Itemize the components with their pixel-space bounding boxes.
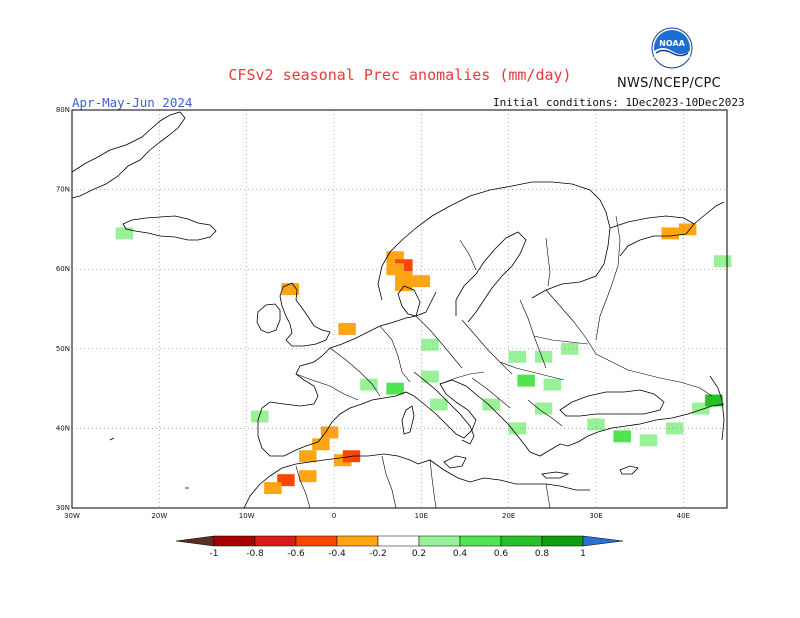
anomaly-cell — [395, 271, 413, 284]
anomaly-cell — [386, 263, 404, 276]
map-frame — [71, 109, 728, 509]
anomaly-cell — [561, 342, 579, 355]
lon-tick-label: 0 — [332, 512, 336, 520]
lon-tick-label: 30W — [64, 512, 80, 520]
colorbar-arrow-left — [175, 535, 215, 547]
anomaly-cell — [508, 422, 527, 435]
colorbar-tick-label: -1 — [210, 549, 219, 559]
anomaly-cells-layer — [115, 223, 732, 495]
lon-tick-label: 10W — [239, 512, 255, 520]
anomaly-cell — [421, 338, 439, 351]
colorbar-segment — [459, 535, 502, 547]
lat-tick-label: 50N — [56, 345, 70, 353]
map-title: CFSv2 seasonal Prec anomalies (mm/day) — [228, 66, 572, 84]
anomaly-cell — [360, 378, 378, 391]
colorbar-tick-label: -0.2 — [369, 549, 387, 559]
lat-tick-label: 40N — [56, 424, 70, 432]
anomaly-cell — [639, 434, 658, 447]
anomaly-cell — [587, 418, 605, 431]
colorbar-segment — [377, 535, 420, 547]
colorbar-tick-label: 0.8 — [535, 549, 550, 559]
initial-conditions-label: Initial conditions: 1Dec2023-10Dec2023 — [493, 96, 745, 109]
anomaly-cell — [665, 422, 684, 435]
graticule — [72, 110, 727, 508]
anomaly-cell — [386, 251, 404, 264]
longitude-labels: 30W 20W 10W 0 10E 20E 30E 40E — [64, 512, 690, 520]
lat-tick-label: 60N — [56, 265, 70, 273]
anomaly-cell — [251, 410, 269, 423]
anomaly-cell — [299, 450, 317, 463]
anomaly-cell — [713, 255, 732, 268]
anomaly-cell — [421, 370, 439, 383]
anomaly-cell — [312, 438, 330, 451]
colorbar-segment — [418, 535, 461, 547]
colorbar-segment — [336, 535, 379, 547]
lon-tick-label: 20E — [502, 512, 515, 520]
colorbar-segment — [500, 535, 543, 547]
anomaly-cell — [277, 474, 295, 487]
season-label: Apr-May-Jun 2024 — [72, 95, 193, 110]
anomaly-cell — [692, 402, 710, 415]
anomaly-cell — [678, 223, 697, 236]
anomaly-cell — [705, 394, 723, 407]
coastlines — [71, 111, 725, 509]
anomaly-cell — [661, 227, 679, 240]
noaa-logo-text: NOAA — [659, 39, 685, 48]
lat-tick-label: 70N — [56, 186, 70, 194]
anomaly-cell — [395, 279, 413, 292]
anomaly-cell — [482, 398, 500, 411]
noaa-logo-icon: NOAA — [651, 27, 693, 69]
anomaly-cell — [281, 283, 300, 296]
anomaly-cell — [613, 430, 631, 443]
lon-tick-label: 10E — [415, 512, 428, 520]
colorbar-segment — [295, 535, 338, 547]
anomaly-cell — [299, 470, 317, 483]
anomaly-cell — [320, 426, 339, 439]
colorbar-tick-label: 0.4 — [453, 549, 468, 559]
lon-tick-label: 20W — [151, 512, 167, 520]
anomaly-cell — [264, 482, 282, 495]
latitude-labels: 80N 70N 60N 50N 40N 30N — [56, 106, 70, 512]
lon-tick-label: 30E — [589, 512, 602, 520]
anomaly-cell — [543, 378, 562, 391]
anomaly-cell — [430, 398, 448, 411]
anomaly-cell — [508, 350, 527, 363]
colorbar-tick-label: -0.6 — [287, 549, 305, 559]
anomaly-cell — [386, 382, 404, 395]
country-borders — [295, 215, 713, 509]
lat-tick-label: 80N — [56, 106, 70, 114]
agency-label: NWS/NCEP/CPC — [617, 76, 722, 91]
colorbar-segment — [213, 535, 256, 547]
colorbar-tick-label: 0.6 — [494, 549, 509, 559]
anomaly-cell — [338, 322, 356, 335]
colorbar-segment — [541, 535, 584, 547]
lon-tick-label: 40E — [677, 512, 690, 520]
lat-tick-label: 30N — [56, 504, 70, 512]
colorbar-tick-label: 1 — [580, 549, 586, 559]
anomaly-cell — [534, 350, 553, 363]
colorbar-segment — [254, 535, 297, 547]
anomaly-cell — [534, 402, 553, 415]
colorbar: -1 -0.8 -0.6 -0.4 -0.2 0.2 0.4 0.6 0.8 1 — [175, 535, 624, 559]
colorbar-tick-label: -0.8 — [246, 549, 264, 559]
colorbar-tick-label: -0.4 — [328, 549, 346, 559]
anomaly-cell — [517, 374, 535, 387]
anomaly-cell — [115, 227, 134, 240]
anomaly-cell — [412, 275, 431, 288]
colorbar-arrow-right — [582, 535, 624, 547]
colorbar-tick-label: 0.2 — [412, 549, 426, 559]
